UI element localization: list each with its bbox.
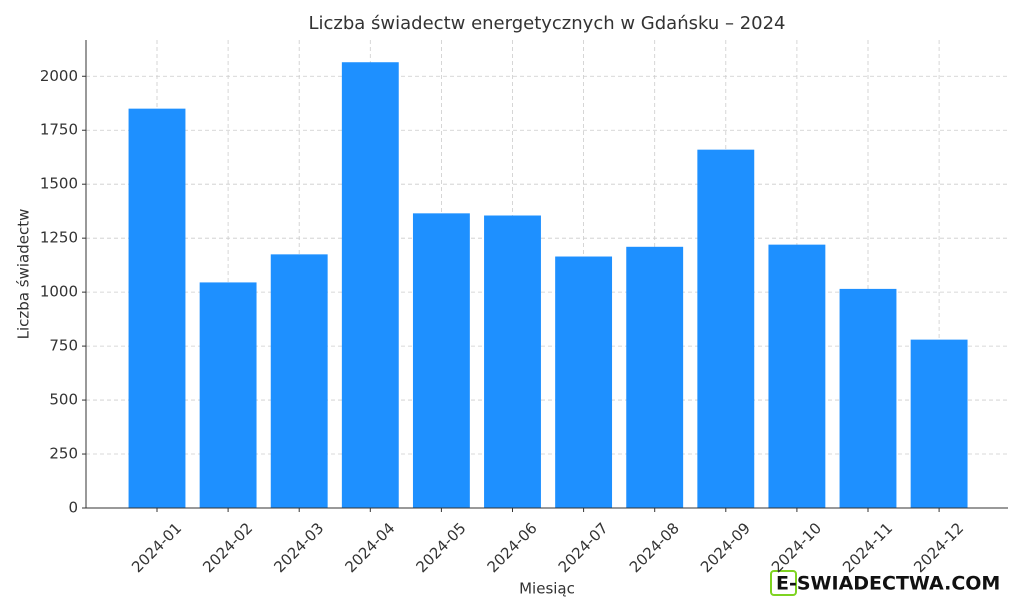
- y-tick-label: 500: [49, 391, 78, 409]
- y-tick-label: 1500: [40, 175, 78, 193]
- bar: [626, 246, 684, 509]
- y-axis-label: Liczba świadectw: [15, 209, 33, 340]
- x-tick-label: 2024-05: [413, 519, 470, 576]
- bar: [199, 282, 257, 508]
- x-tick-label: 2024-10: [768, 519, 825, 576]
- x-tick-label: 2024-03: [270, 519, 327, 576]
- x-tick-label: 2024-09: [697, 519, 754, 576]
- x-tick-label: 2024-08: [626, 519, 683, 576]
- y-tick-label: 1000: [40, 283, 78, 301]
- x-axis-label: Miesiąc: [519, 580, 575, 598]
- chart-title: Liczba świadectw energetycznych w Gdańsk…: [308, 13, 785, 34]
- x-tick-label: 2024-12: [910, 519, 967, 576]
- y-tick-label: 750: [49, 337, 78, 355]
- x-tick-label: 2024-01: [128, 519, 185, 576]
- x-tick-label: 2024-02: [199, 519, 256, 576]
- y-tick-label: 2000: [40, 67, 78, 85]
- x-tick-label: 2024-06: [484, 519, 541, 576]
- x-tick-label: 2024-11: [839, 519, 896, 576]
- watermark: E-SWIADECTWA.COM: [776, 573, 1000, 595]
- bar: [555, 256, 613, 508]
- bar: [910, 339, 968, 508]
- bar: [768, 244, 826, 508]
- bar: [697, 149, 755, 508]
- x-tick-label: 2024-04: [341, 519, 398, 576]
- y-tick-label: 1750: [40, 121, 78, 139]
- bar: [839, 288, 897, 508]
- logo-box: [770, 570, 797, 596]
- y-tick-label: 0: [68, 499, 78, 517]
- bar: [412, 213, 470, 509]
- bar: [484, 215, 541, 508]
- bar: [128, 108, 186, 509]
- bar: [270, 254, 328, 508]
- y-tick-label: 1250: [40, 229, 78, 247]
- y-tick-label: 250: [49, 445, 78, 463]
- bar: [341, 62, 399, 509]
- x-tick-label: 2024-07: [555, 519, 612, 576]
